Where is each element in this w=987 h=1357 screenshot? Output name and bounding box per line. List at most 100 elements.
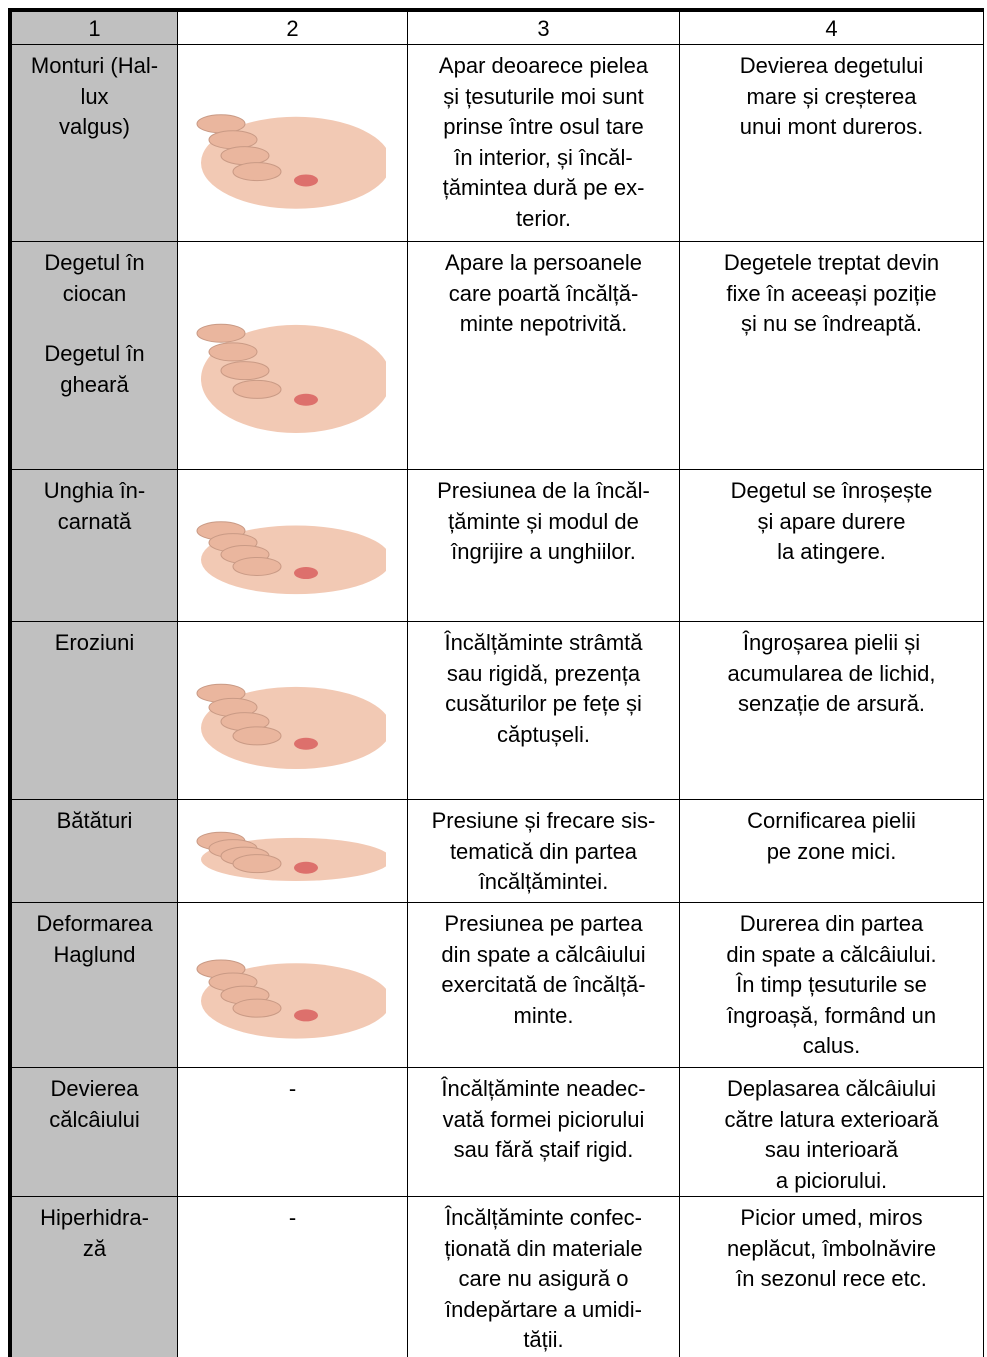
text-line: și nu se îndreaptă. xyxy=(740,311,922,336)
text-line: Picior umed, miros xyxy=(740,1205,923,1230)
illustration xyxy=(196,521,386,595)
text-line: Deplasarea călcâiului xyxy=(726,1076,937,1101)
image-cell xyxy=(178,903,408,1068)
effect-cell: Degetele treptat devin fixe în aceeași po… xyxy=(680,242,984,470)
text-line: ționată din materiale xyxy=(444,1235,643,1261)
cause-cell: Presiunea de la încăl-țăminte și modul d… xyxy=(408,470,680,622)
cause-cell: Apar deoarece pielea și țesuturile moi su… xyxy=(408,45,680,242)
cause-cell: Încălțăminte neadec-vată formei piciorul… xyxy=(408,1068,680,1197)
text-line: Îngroșarea pielii și xyxy=(742,630,921,655)
text-line: Eroziuni xyxy=(54,630,135,655)
image-cell: - xyxy=(178,1197,408,1357)
text-line: minte nepotrivită. xyxy=(459,311,628,336)
text-line: tematică din partea xyxy=(449,838,638,864)
text-line: Bătături xyxy=(56,808,133,833)
effect-cell: Deplasarea călcâiului către latura exteri… xyxy=(680,1068,984,1197)
condition-cell: Deformarea Haglund xyxy=(12,903,178,1068)
image-cell xyxy=(178,470,408,622)
text-line: Unghia în- xyxy=(43,478,146,503)
header-cell: 3 xyxy=(408,12,680,45)
text-line: prinse între osul tare xyxy=(443,114,644,139)
text-line: Monturi (Hal- xyxy=(30,53,159,78)
text-line: Haglund xyxy=(53,941,136,967)
text-line: mare și creșterea xyxy=(746,83,917,109)
effect-cell: Degetul se înroșește și apare durere la at… xyxy=(680,470,984,622)
image-cell xyxy=(178,622,408,800)
cause-cell: Încălțăminte strâmtă sau rigidă, prezența… xyxy=(408,622,680,800)
illustration xyxy=(196,323,386,434)
text-line: călcâiului xyxy=(49,1106,140,1132)
text-line: din spate a călcâiului xyxy=(441,941,646,967)
table-border xyxy=(8,8,12,1357)
text-line: Degetul în xyxy=(44,341,145,366)
text-line: sau rigidă, prezența xyxy=(446,660,641,686)
text-line: la atingere. xyxy=(777,539,886,564)
image-cell xyxy=(178,45,408,242)
text-line: Apare la persoanele xyxy=(445,250,642,275)
text-line: Presiune și frecare sis- xyxy=(431,808,656,833)
text-line: căptușeli. xyxy=(497,721,590,747)
condition-cell: Degetul în ciocan Degetul în gheară xyxy=(12,242,178,470)
text-line: Degetele treptat devin xyxy=(723,250,940,275)
effect-cell: Îngroșarea pielii și acumularea de lichid… xyxy=(680,622,984,800)
text-line: care nu asigură o xyxy=(458,1266,629,1291)
illustration xyxy=(196,114,386,209)
condition-cell: Unghia în-carnată xyxy=(12,470,178,622)
text-line: Degetul se înroșește xyxy=(730,478,933,503)
text-line: Presiunea pe partea xyxy=(444,911,643,936)
condition-cell: Devierea călcâiului xyxy=(12,1068,178,1197)
text-line: îngroașă, formând un xyxy=(726,1002,937,1028)
table-border xyxy=(8,8,984,12)
text-line: Degetul în xyxy=(44,250,145,275)
illustration xyxy=(196,683,386,770)
text-line: în sezonul rece etc. xyxy=(736,1266,927,1291)
text-line: Apar deoarece pielea xyxy=(438,53,649,78)
text-line: ciocan xyxy=(62,280,127,306)
text-line: îndepărtare a umidi- xyxy=(445,1296,642,1322)
illustration xyxy=(196,831,386,882)
text-line: unui mont dureros. xyxy=(739,114,924,139)
text-line: din spate a călcâiului. xyxy=(726,941,937,967)
text-line: încălțămintei. xyxy=(478,869,609,894)
text-line: Devierea degetului xyxy=(739,53,924,78)
text-line: sau interioară xyxy=(764,1137,899,1162)
text-line: cusăturilor pe fețe și xyxy=(445,691,642,716)
image-cell: - xyxy=(178,1068,408,1197)
text-line: țăminte și modul de xyxy=(448,508,639,534)
text-line: În timp țesuturile se xyxy=(736,972,927,997)
text-line: îngrijire a unghiilor. xyxy=(451,539,636,564)
header-cell: 1 xyxy=(12,12,178,45)
text-line: neplăcut, îmbolnăvire xyxy=(726,1235,937,1261)
cause-cell: Presiune și frecare sis-tematică din par… xyxy=(408,800,680,903)
text-line: Încălțăminte neadec- xyxy=(441,1076,646,1101)
image-cell xyxy=(178,242,408,470)
cause-cell: Încălțăminte confec-ționată din material… xyxy=(408,1197,680,1357)
text-line: și apare durere xyxy=(757,508,906,534)
text-line: Cornificarea pielii xyxy=(747,808,916,833)
text-line: Încălțăminte strâmtă xyxy=(444,630,643,655)
text-line: fixe în aceeași poziție xyxy=(726,280,937,306)
text-line: sau fără ștaif rigid. xyxy=(453,1137,634,1162)
header-cell: 4 xyxy=(680,12,984,45)
text-line: ză xyxy=(82,1235,107,1261)
condition-cell: Eroziuni xyxy=(12,622,178,800)
text-line: calus. xyxy=(802,1033,861,1058)
text-line: vată formei piciorului xyxy=(442,1106,645,1132)
text-line: terior. xyxy=(515,205,572,231)
text-line: senzație de arsură. xyxy=(737,691,926,716)
text-line: valgus) xyxy=(59,114,130,139)
text-line: care poartă încălță- xyxy=(448,280,639,306)
cause-cell: Presiunea pe partea din spate a călcâiulu… xyxy=(408,903,680,1068)
text-line: exercitată de încălță- xyxy=(441,972,646,997)
effect-cell: Devierea degetului mare și creșterea unui … xyxy=(680,45,984,242)
text-line: Devierea xyxy=(50,1076,139,1101)
effect-cell: Cornificarea pielii pe zone mici. xyxy=(680,800,984,903)
text-line: a piciorului. xyxy=(775,1167,888,1193)
text-line: Hiperhidra- xyxy=(40,1205,149,1230)
effect-cell: Picior umed, miros neplăcut, îmbolnăvire î… xyxy=(680,1197,984,1357)
text-line: și țesuturile moi sunt xyxy=(443,83,644,109)
condition-cell: Bătături xyxy=(12,800,178,903)
condition-cell: Monturi (Hal-lux valgus) xyxy=(12,45,178,242)
cause-cell: Apare la persoanele care poartă încălță-m… xyxy=(408,242,680,470)
